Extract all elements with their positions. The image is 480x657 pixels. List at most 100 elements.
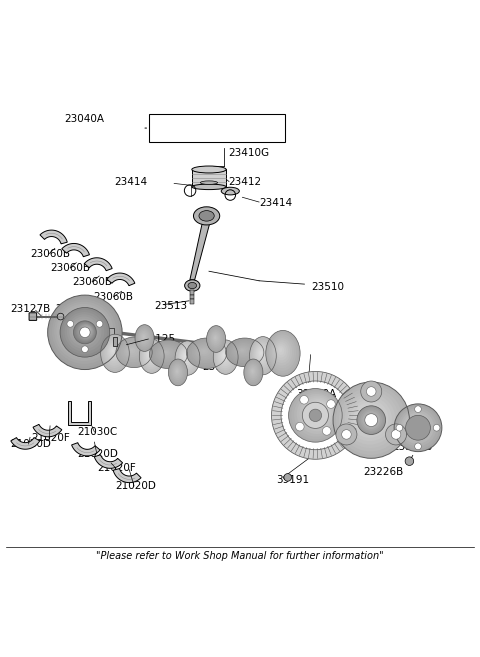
- Ellipse shape: [144, 345, 158, 365]
- Ellipse shape: [210, 330, 222, 347]
- Circle shape: [342, 430, 351, 440]
- Circle shape: [401, 411, 434, 443]
- Ellipse shape: [112, 349, 114, 353]
- Ellipse shape: [212, 333, 219, 343]
- Ellipse shape: [174, 367, 181, 376]
- Ellipse shape: [181, 350, 192, 363]
- Ellipse shape: [192, 184, 226, 190]
- Circle shape: [73, 321, 94, 341]
- Ellipse shape: [251, 338, 275, 373]
- Ellipse shape: [202, 350, 206, 353]
- Circle shape: [405, 415, 429, 438]
- Circle shape: [361, 381, 382, 402]
- Ellipse shape: [245, 361, 262, 384]
- Circle shape: [294, 392, 339, 437]
- Circle shape: [350, 399, 388, 438]
- Circle shape: [353, 403, 385, 434]
- Circle shape: [415, 443, 421, 449]
- Ellipse shape: [145, 348, 156, 361]
- Ellipse shape: [192, 342, 220, 363]
- Circle shape: [362, 411, 380, 429]
- Circle shape: [74, 322, 96, 342]
- Ellipse shape: [255, 345, 269, 364]
- Circle shape: [360, 409, 382, 431]
- Ellipse shape: [200, 181, 217, 185]
- Ellipse shape: [237, 346, 249, 355]
- Text: 23513: 23513: [154, 301, 187, 311]
- Ellipse shape: [198, 347, 211, 356]
- Circle shape: [366, 387, 376, 396]
- Circle shape: [305, 399, 332, 426]
- Bar: [191, 294, 194, 300]
- Circle shape: [406, 415, 431, 440]
- Circle shape: [54, 302, 114, 361]
- Ellipse shape: [170, 362, 185, 382]
- Text: 23060B: 23060B: [94, 292, 133, 302]
- Ellipse shape: [182, 351, 190, 361]
- Circle shape: [76, 323, 86, 333]
- Ellipse shape: [211, 332, 220, 345]
- Circle shape: [357, 406, 385, 434]
- Ellipse shape: [230, 342, 257, 362]
- Circle shape: [385, 424, 407, 445]
- Circle shape: [60, 307, 110, 357]
- Circle shape: [50, 297, 120, 367]
- Circle shape: [415, 406, 421, 413]
- Circle shape: [56, 304, 111, 358]
- Circle shape: [76, 323, 91, 338]
- Ellipse shape: [270, 336, 294, 369]
- Ellipse shape: [273, 340, 290, 363]
- Circle shape: [411, 421, 421, 430]
- Ellipse shape: [244, 359, 263, 386]
- Circle shape: [284, 474, 291, 481]
- Circle shape: [65, 312, 104, 351]
- Circle shape: [396, 424, 403, 431]
- Ellipse shape: [213, 334, 218, 342]
- Ellipse shape: [257, 348, 265, 359]
- Circle shape: [78, 325, 88, 335]
- Circle shape: [297, 394, 337, 434]
- Text: 23412: 23412: [228, 177, 261, 187]
- Text: 21030C: 21030C: [77, 427, 117, 437]
- Ellipse shape: [140, 340, 163, 371]
- Ellipse shape: [116, 337, 152, 368]
- Text: 23127B: 23127B: [10, 304, 50, 315]
- Circle shape: [318, 408, 323, 413]
- Polygon shape: [113, 468, 141, 483]
- Ellipse shape: [254, 343, 270, 366]
- Ellipse shape: [252, 340, 273, 371]
- Ellipse shape: [178, 346, 196, 369]
- Bar: [113, 337, 117, 346]
- Ellipse shape: [136, 326, 153, 350]
- FancyBboxPatch shape: [29, 313, 36, 321]
- Ellipse shape: [173, 365, 182, 378]
- Bar: [149, 114, 285, 142]
- Ellipse shape: [180, 348, 193, 365]
- Circle shape: [362, 411, 374, 424]
- Ellipse shape: [247, 363, 259, 380]
- Text: 21020F: 21020F: [32, 433, 70, 443]
- Ellipse shape: [157, 346, 177, 360]
- Ellipse shape: [253, 342, 272, 368]
- Ellipse shape: [177, 344, 197, 371]
- Ellipse shape: [195, 344, 215, 360]
- Ellipse shape: [269, 334, 296, 371]
- Circle shape: [302, 402, 328, 428]
- Ellipse shape: [215, 342, 237, 373]
- Text: "Please refer to Work Shop Manual for further information": "Please refer to Work Shop Manual for fu…: [96, 551, 384, 560]
- Circle shape: [356, 405, 382, 431]
- Ellipse shape: [149, 352, 151, 355]
- Ellipse shape: [144, 346, 157, 363]
- Ellipse shape: [267, 332, 298, 374]
- Ellipse shape: [104, 339, 124, 366]
- Ellipse shape: [108, 344, 120, 359]
- Circle shape: [366, 415, 377, 426]
- Text: 23060B: 23060B: [72, 277, 112, 286]
- Ellipse shape: [279, 348, 282, 353]
- Ellipse shape: [180, 347, 194, 367]
- Circle shape: [80, 325, 92, 337]
- Ellipse shape: [193, 207, 220, 225]
- Polygon shape: [72, 443, 100, 456]
- Ellipse shape: [175, 368, 180, 374]
- Ellipse shape: [222, 351, 227, 359]
